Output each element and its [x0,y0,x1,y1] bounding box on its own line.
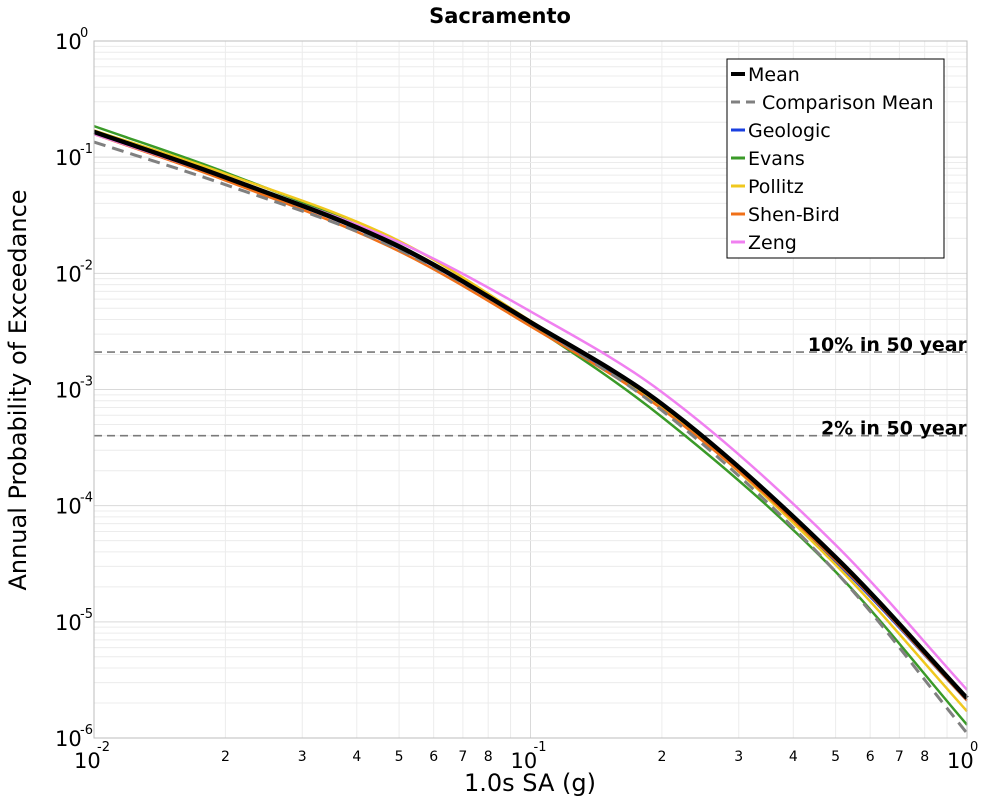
y-tick-exponent: -3 [80,375,93,390]
x-minor-tick-label: 2 [221,749,230,765]
legend-box [726,58,945,259]
y-tick-label: 10 [55,611,82,635]
legend-entry: Geologic [748,120,831,142]
y-tick-label: 10 [55,146,82,170]
y-tick-exponent: -5 [80,607,93,622]
x-axis-label: 1.0s SA (g) [464,769,596,797]
x-minor-tick-label: 6 [866,749,875,765]
x-tick-label: 10 [947,749,974,773]
chart-title: Sacramento [429,4,571,28]
x-tick-label: 10 [74,749,101,773]
y-tick-label: 10 [55,495,82,519]
y-tick-exponent: -4 [80,491,93,506]
series-line-mean [93,129,969,700]
legend-entry: Evans [748,148,805,170]
y-tick-exponent: -2 [80,258,93,273]
reference-line-label: 2% in 50 year [821,418,968,440]
series-lines [93,124,969,735]
y-tick-label: 10 [55,727,82,751]
y-axis-label: Annual Probability of Exceedance [4,189,32,590]
x-minor-tick-label: 7 [458,749,467,765]
x-tick-label: 10 [511,749,538,773]
grid-lines [93,41,967,739]
y-tick-label: 10 [55,379,82,403]
legend-entry: Comparison Mean [762,92,934,114]
reference-line-label: 10% in 50 year [808,334,968,356]
x-minor-tick-label: 2 [657,749,666,765]
legend: Mean Comparison Mean Geologic Evans Pollitz S… [726,58,945,259]
x-minor-tick-label: 5 [395,749,404,765]
legend-entry: Mean [748,64,800,86]
x-minor-tick-label: 6 [429,749,438,765]
x-minor-tick-label: 8 [484,749,493,765]
y-tick-exponent: 0 [80,26,88,41]
plot-area-frame [93,40,968,739]
x-tick-exponent: -1 [534,740,547,755]
x-tick-exponent: -2 [97,740,110,755]
x-minor-tick-label: 3 [298,749,307,765]
x-tick-exponent: 0 [970,740,978,755]
legend-entry: Zeng [748,232,797,254]
x-minor-tick-label: 8 [920,749,929,765]
x-minor-tick-label: 7 [895,749,904,765]
legend-entry: Pollitz [748,176,804,198]
y-tick-label: 10 [55,30,82,54]
y-tick-exponent: -6 [80,723,93,738]
x-minor-tick-label: 4 [352,749,361,765]
legend-entry: Shen-Bird [748,204,840,226]
reference-lines: 10% in 50 year 2% in 50 year [94,334,968,440]
y-tick-label: 10 [55,262,82,286]
x-minor-tick-label: 3 [734,749,743,765]
x-minor-tick-label: 4 [789,749,798,765]
y-tick-exponent: -1 [80,142,93,157]
x-minor-tick-label: 5 [831,749,840,765]
